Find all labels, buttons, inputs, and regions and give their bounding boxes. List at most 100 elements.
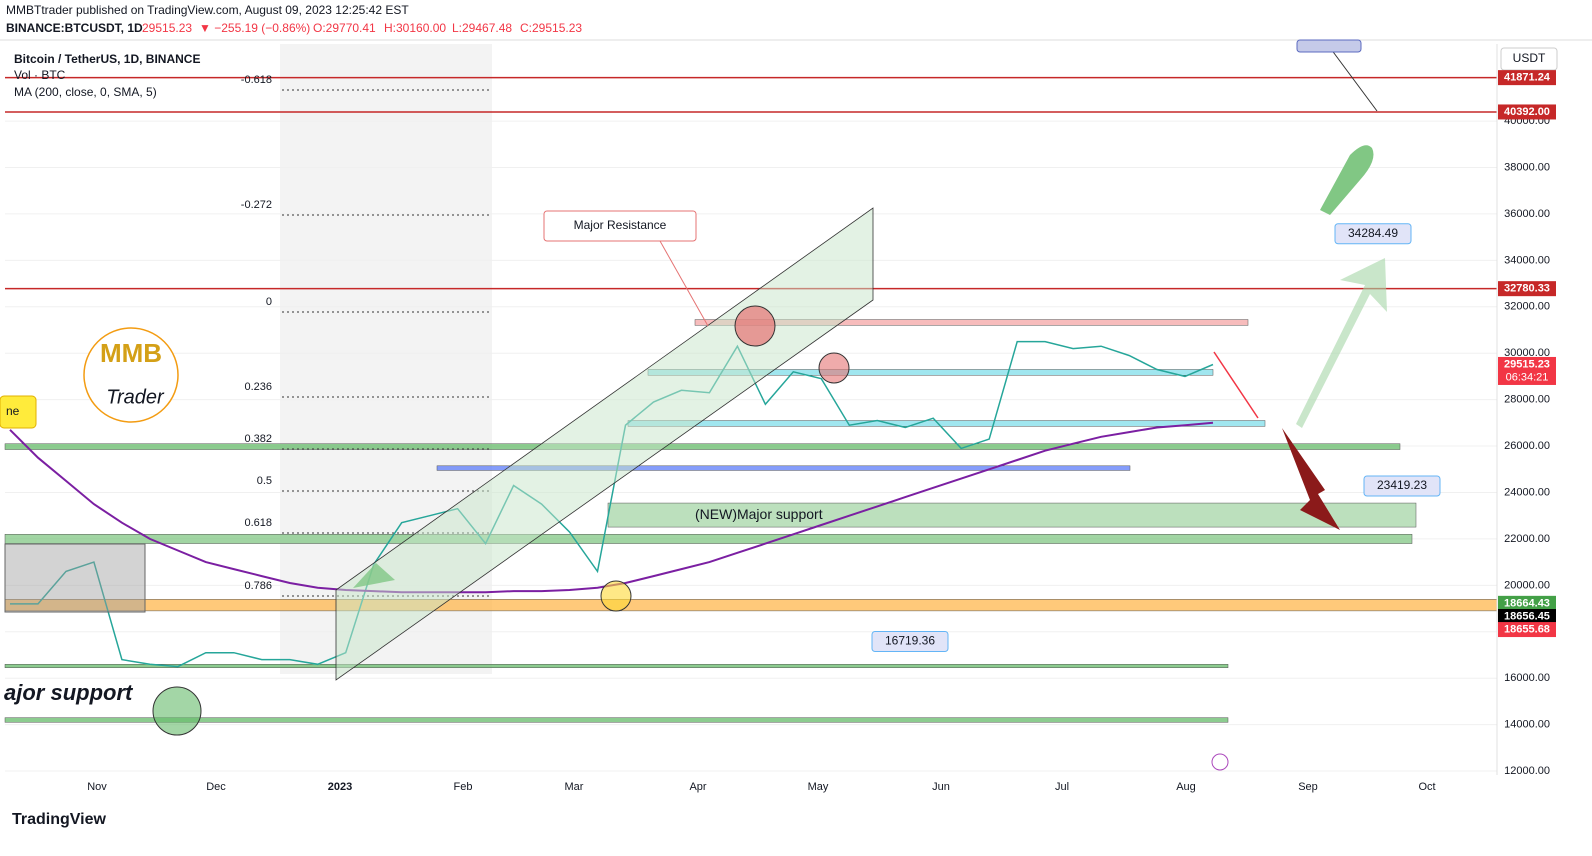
- pointer: [1327, 44, 1378, 112]
- y-tick-label: 38000.00: [1504, 161, 1550, 173]
- price-label-time: 06:34:21: [1506, 371, 1549, 383]
- price-label-box: [1498, 622, 1556, 638]
- currency[interactable]: USDT: [1513, 51, 1546, 65]
- legend-title: Bitcoin / TetherUS, 1D, BINANCE: [14, 52, 200, 66]
- symbol: BINANCE:BTCUSDT, 1D: [6, 21, 143, 35]
- close: C:29515.23: [520, 21, 582, 35]
- high: H:30160.00: [384, 21, 446, 35]
- red-arrow: [1213, 351, 1259, 419]
- fib-label: 0.236: [244, 381, 272, 393]
- fib-label: 0.5: [257, 475, 272, 487]
- legend-volume: Vol · BTC: [14, 68, 66, 82]
- y-tick-label: 34000.00: [1504, 254, 1550, 266]
- price-label: 18656.45: [1504, 610, 1550, 622]
- note-text: ne: [6, 404, 20, 418]
- y-tick-label: 24000.00: [1504, 486, 1550, 498]
- zone: [4, 534, 1413, 544]
- x-tick-label: Sep: [1298, 781, 1318, 793]
- fib-label: -0.272: [241, 199, 272, 211]
- x-tick-label: Dec: [206, 781, 226, 793]
- x-tick-label: Jul: [1055, 781, 1069, 793]
- price-label-box: [1498, 595, 1556, 611]
- zone-label: (NEW)Major support: [695, 506, 823, 522]
- price-label-box: [1498, 356, 1556, 385]
- event-icon[interactable]: [1211, 753, 1229, 771]
- fib-label: 0.382: [244, 433, 272, 445]
- pointer: [659, 240, 709, 327]
- range-box: [4, 543, 146, 613]
- logo-bottom: Trader: [106, 386, 165, 408]
- y-tick-label: 12000.00: [1504, 765, 1550, 777]
- note-box: [0, 395, 37, 429]
- price-line: [10, 340, 1214, 668]
- y-tick-label: 32000.00: [1504, 301, 1550, 313]
- zone: [627, 420, 1266, 427]
- y-tick-label: 30000.00: [1504, 347, 1550, 359]
- open: O:29770.41: [313, 21, 376, 35]
- price-label-box: [1498, 281, 1556, 297]
- y-tick-label: 14000.00: [1504, 719, 1550, 731]
- fib-label: 0: [266, 296, 272, 308]
- logo-circle: [83, 327, 179, 423]
- callout-box: [1334, 223, 1412, 245]
- legend-ma: MA (200, close, 0, SMA, 5): [14, 85, 157, 99]
- x-tick-label: 2023: [328, 781, 352, 793]
- fib-label: 0.786: [244, 580, 272, 592]
- up-arrow: [1296, 258, 1387, 428]
- resistance-box: [543, 210, 697, 242]
- x-tick-label: May: [808, 781, 829, 793]
- plot-layer: (NEW)Major support -0.618 -0.272 0 0.236 0.38…: [4, 74, 1498, 772]
- circle-marker: [152, 686, 202, 736]
- zone: [4, 717, 1229, 723]
- x-tick-label: Nov: [87, 781, 107, 793]
- price-label: 18664.43: [1504, 597, 1550, 609]
- callout-box: [871, 630, 949, 652]
- x-tick-label: Feb: [454, 781, 473, 793]
- fib-label: 0.618: [244, 517, 272, 529]
- y-tick-label: 22000.00: [1504, 533, 1550, 545]
- x-tick-label: Mar: [565, 781, 584, 793]
- publisher: MMBTtrader published on TradingView.com,…: [6, 3, 409, 17]
- low: L:29467.48: [452, 21, 512, 35]
- price-label: 18655.68: [1504, 623, 1550, 635]
- callout-label: 16719.36: [885, 634, 935, 648]
- price-label-box: [1498, 70, 1556, 86]
- y-tick-label: 16000.00: [1504, 672, 1550, 684]
- callout-label: 34284.49: [1348, 226, 1398, 240]
- callout-box: [1363, 475, 1441, 497]
- last: 29515.23: [142, 21, 192, 35]
- rocket: [1320, 145, 1374, 215]
- price-label-box: [1498, 609, 1556, 625]
- y-tick-label: 20000.00: [1504, 579, 1550, 591]
- small-arrow: [353, 563, 395, 588]
- y-tick-label: 36000.00: [1504, 208, 1550, 220]
- callout-top: [1296, 39, 1362, 53]
- zone: [4, 443, 1401, 450]
- y-tick-label: 28000.00: [1504, 394, 1550, 406]
- change: ▼ −255.19 (−0.86%): [199, 21, 310, 35]
- x-tick-label: Aug: [1176, 781, 1196, 793]
- footer: TradingView: [12, 811, 107, 828]
- currency-box[interactable]: [1500, 47, 1558, 71]
- zone: [4, 599, 1498, 612]
- y-tick-label: 26000.00: [1504, 440, 1550, 452]
- x-tick-label: Apr: [689, 781, 706, 793]
- support-note: ajor support: [4, 680, 134, 705]
- zone: [436, 465, 1131, 471]
- zone: [607, 502, 1417, 528]
- price-label-box: [1498, 104, 1556, 120]
- price-label: 32780.33: [1504, 283, 1550, 295]
- down-arrow: [1282, 428, 1340, 530]
- x-tick-label: Jun: [932, 781, 950, 793]
- circle-marker: [818, 352, 850, 384]
- circle-marker: [734, 305, 776, 347]
- zone: [4, 664, 1229, 669]
- price-label: 40392.00: [1504, 106, 1550, 118]
- resistance-label: Major Resistance: [574, 218, 667, 232]
- callout-label: 23419.23: [1377, 478, 1427, 492]
- zone: [694, 319, 1249, 326]
- circle-marker: [600, 580, 632, 612]
- price-label: 29515.23: [1504, 358, 1550, 370]
